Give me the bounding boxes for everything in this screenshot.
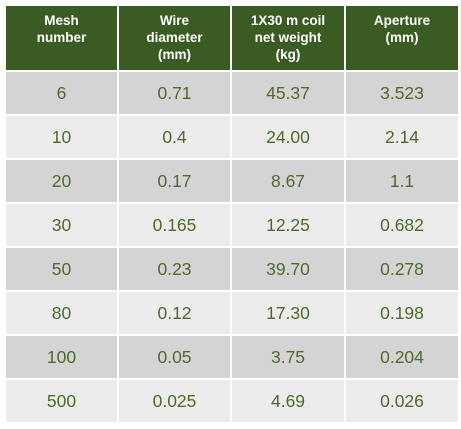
cell-aperture: 3.523 <box>344 70 460 116</box>
cell-aperture: 1.1 <box>344 158 460 204</box>
table-row: 30 0.165 12.25 0.682 <box>4 202 460 248</box>
cell-net-weight: 17.30 <box>230 290 346 336</box>
cell-mesh-number: 30 <box>4 202 119 248</box>
cell-wire-diameter: 0.025 <box>117 378 232 424</box>
wire-mesh-spec-table: Mesh number Wire diameter (mm) 1X30 m co… <box>4 4 460 424</box>
cell-aperture: 2.14 <box>344 114 460 160</box>
table-row: 10 0.4 24.00 2.14 <box>4 114 460 160</box>
cell-wire-diameter: 0.12 <box>117 290 232 336</box>
cell-net-weight: 4.69 <box>230 378 346 424</box>
table-body: 6 0.71 45.37 3.523 10 0.4 24.00 2.14 20 … <box>4 70 460 424</box>
cell-mesh-number: 20 <box>4 158 119 204</box>
table-row: 20 0.17 8.67 1.1 <box>4 158 460 204</box>
header-coil-net-weight: 1X30 m coil net weight (kg) <box>230 4 346 72</box>
cell-mesh-number: 100 <box>4 334 119 380</box>
cell-net-weight: 12.25 <box>230 202 346 248</box>
cell-mesh-number: 500 <box>4 378 119 424</box>
table-row: 80 0.12 17.30 0.198 <box>4 290 460 336</box>
cell-aperture: 0.682 <box>344 202 460 248</box>
cell-wire-diameter: 0.165 <box>117 202 232 248</box>
cell-wire-diameter: 0.05 <box>117 334 232 380</box>
cell-net-weight: 45.37 <box>230 70 346 116</box>
cell-mesh-number: 6 <box>4 70 119 116</box>
cell-aperture: 0.278 <box>344 246 460 292</box>
cell-mesh-number: 50 <box>4 246 119 292</box>
table-row: 50 0.23 39.70 0.278 <box>4 246 460 292</box>
cell-mesh-number: 80 <box>4 290 119 336</box>
cell-wire-diameter: 0.23 <box>117 246 232 292</box>
table-header: Mesh number Wire diameter (mm) 1X30 m co… <box>4 4 460 72</box>
cell-net-weight: 8.67 <box>230 158 346 204</box>
cell-mesh-number: 10 <box>4 114 119 160</box>
cell-aperture: 0.204 <box>344 334 460 380</box>
header-wire-diameter: Wire diameter (mm) <box>117 4 232 72</box>
header-aperture: Aperture (mm) <box>344 4 460 72</box>
header-row: Mesh number Wire diameter (mm) 1X30 m co… <box>4 4 460 72</box>
cell-net-weight: 39.70 <box>230 246 346 292</box>
cell-net-weight: 24.00 <box>230 114 346 160</box>
header-mesh-number: Mesh number <box>4 4 119 72</box>
cell-wire-diameter: 0.17 <box>117 158 232 204</box>
cell-net-weight: 3.75 <box>230 334 346 380</box>
cell-wire-diameter: 0.4 <box>117 114 232 160</box>
table-row: 500 0.025 4.69 0.026 <box>4 378 460 424</box>
table-row: 100 0.05 3.75 0.204 <box>4 334 460 380</box>
cell-aperture: 0.198 <box>344 290 460 336</box>
cell-wire-diameter: 0.71 <box>117 70 232 116</box>
cell-aperture: 0.026 <box>344 378 460 424</box>
table-row: 6 0.71 45.37 3.523 <box>4 70 460 116</box>
